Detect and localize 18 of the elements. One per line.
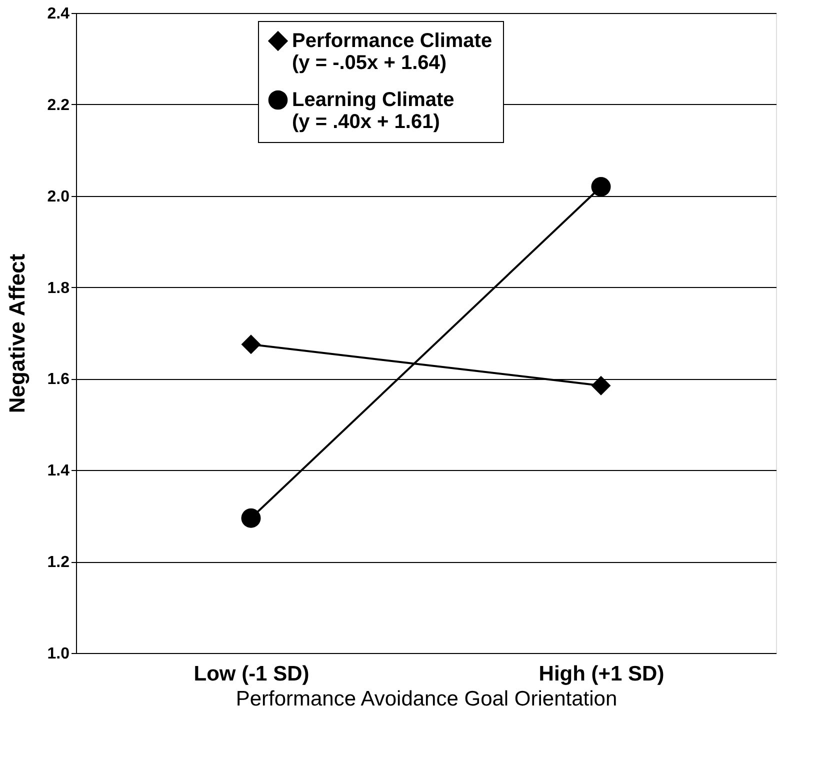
legend-label: Learning Climate (y = .40x + 1.61)	[292, 89, 454, 133]
y-tick-label: 1.6	[47, 371, 70, 388]
y-tick-label: 2.2	[47, 96, 70, 114]
y-tick-label: 1.0	[47, 646, 70, 662]
legend-label: Performance Climate (y = -.05x + 1.64)	[292, 30, 492, 74]
x-tick-label: High (+1 SD)	[538, 662, 664, 686]
point	[591, 376, 611, 396]
y-tick-label: 1.4	[47, 462, 70, 480]
y-axis-title: Negative Affect	[4, 253, 30, 414]
x-axis-title: Performance Avoidance Goal Orientation	[236, 688, 618, 710]
point	[591, 176, 611, 196]
y-tick-label: 2.4	[47, 6, 70, 22]
point	[241, 334, 261, 354]
point	[241, 508, 261, 528]
y-tick-label: 1.2	[47, 554, 70, 572]
y-tick-label: 2.0	[47, 188, 70, 206]
y-tick-label: 1.8	[47, 280, 70, 297]
x-tick-label: Low (-1 SD)	[194, 662, 310, 686]
